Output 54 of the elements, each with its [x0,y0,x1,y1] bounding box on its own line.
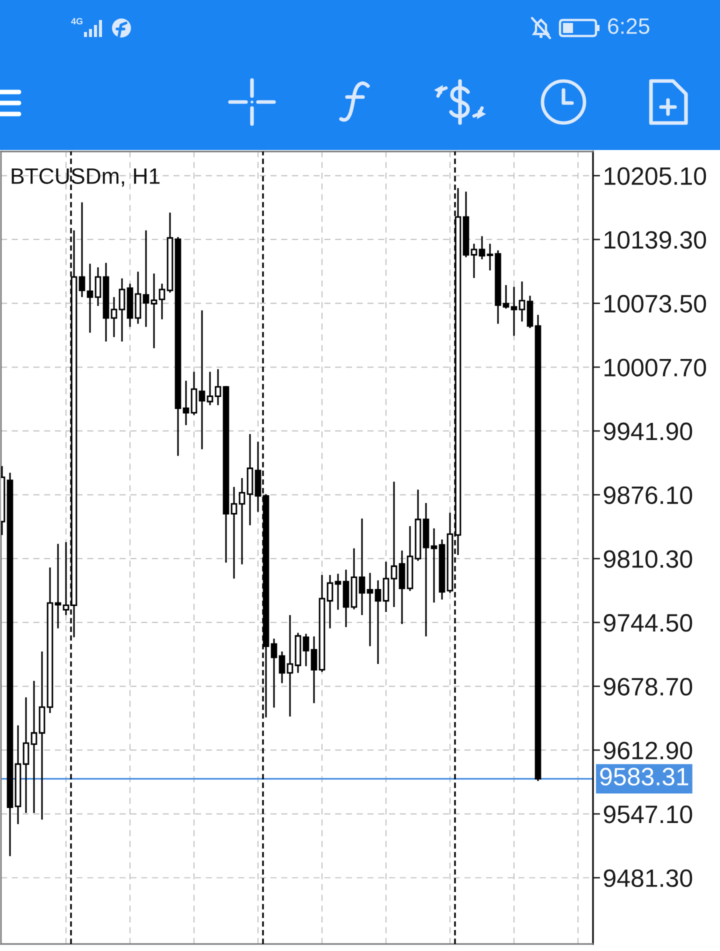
text: 6:25 [608,18,650,34]
candlestick [510,286,518,337]
y-tick-label: 9547.10 [604,806,692,824]
ref-line-label: 9583.31 [600,768,688,786]
candlestick [134,270,142,325]
candlestick [30,680,38,814]
candlestick [78,202,86,298]
candlestick [86,262,94,334]
candlestick [518,280,526,322]
y-tick-label: 10007.70 [604,358,706,376]
candlestick [158,282,166,320]
candlestick [470,242,478,279]
candlestick [366,572,374,647]
candlestick [238,477,246,566]
candlestick [326,574,334,630]
candlestick [478,235,486,260]
y-tick-label: 10205.10 [604,167,706,185]
candlestick [206,371,214,406]
candlestick [334,572,342,610]
text: BTCUSDm, H1 [12,168,160,187]
candlestick [374,580,382,665]
candlestick [142,230,150,328]
candlestick [190,371,198,416]
y-tick-label: 10139.30 [604,231,706,249]
text: 4G [71,18,82,24]
candlestick [94,266,102,307]
y-tick-label: 9744.50 [604,614,692,632]
candlestick [302,633,310,667]
y-tick-label: 9481.30 [604,869,692,888]
candlestick [230,486,238,580]
y-tick-label: 9876.10 [604,486,692,504]
y-tick-label: 9612.90 [604,742,692,760]
candlestick [486,242,494,272]
candlestick [118,278,126,342]
candlestick [502,284,510,310]
candlestick [358,518,366,616]
candlestick [182,380,190,426]
candlestick [286,614,294,718]
candlestick [22,696,30,814]
candlestick [310,636,318,704]
y-tick-label: 9678.70 [604,678,692,696]
y-tick-label: 9941.90 [604,422,692,440]
candlestick [150,272,158,349]
candlestick [198,310,206,450]
candlestick [430,528,438,604]
candlestick [270,638,278,708]
candlestick [54,543,62,630]
y-tick-label: 10073.50 [604,294,706,313]
y-tick-label: 9810.30 [604,550,692,568]
candlestick [278,650,286,684]
candlestick [390,480,398,608]
candlestick [382,560,390,613]
candlestick [110,296,118,338]
candlestick [214,368,222,406]
